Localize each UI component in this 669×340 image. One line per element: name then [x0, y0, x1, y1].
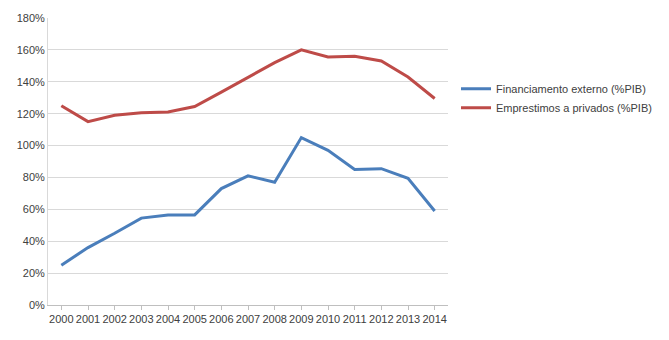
svg-text:2009: 2009 — [289, 313, 313, 325]
svg-text:Financiamento externo (%PIB): Financiamento externo (%PIB) — [496, 83, 646, 95]
svg-text:2007: 2007 — [236, 313, 260, 325]
svg-text:0%: 0% — [29, 299, 45, 311]
svg-text:40%: 40% — [23, 235, 45, 247]
svg-text:2001: 2001 — [76, 313, 100, 325]
svg-text:80%: 80% — [23, 171, 45, 183]
svg-text:60%: 60% — [23, 203, 45, 215]
svg-text:2003: 2003 — [129, 313, 153, 325]
svg-text:2011: 2011 — [343, 313, 367, 325]
svg-text:2013: 2013 — [396, 313, 420, 325]
svg-text:140%: 140% — [17, 76, 45, 88]
svg-text:2010: 2010 — [316, 313, 340, 325]
svg-text:160%: 160% — [17, 44, 45, 56]
svg-text:120%: 120% — [17, 108, 45, 120]
svg-text:2000: 2000 — [49, 313, 73, 325]
svg-text:180%: 180% — [17, 12, 45, 24]
svg-text:20%: 20% — [23, 267, 45, 279]
svg-text:2002: 2002 — [102, 313, 126, 325]
svg-text:2005: 2005 — [182, 313, 206, 325]
svg-text:2008: 2008 — [262, 313, 286, 325]
svg-text:2006: 2006 — [209, 313, 233, 325]
svg-text:Emprestimos a privados (%PIB): Emprestimos a privados (%PIB) — [496, 102, 652, 114]
svg-text:100%: 100% — [17, 139, 45, 151]
svg-text:2012: 2012 — [369, 313, 393, 325]
svg-text:2004: 2004 — [156, 313, 180, 325]
svg-text:2014: 2014 — [422, 313, 446, 325]
